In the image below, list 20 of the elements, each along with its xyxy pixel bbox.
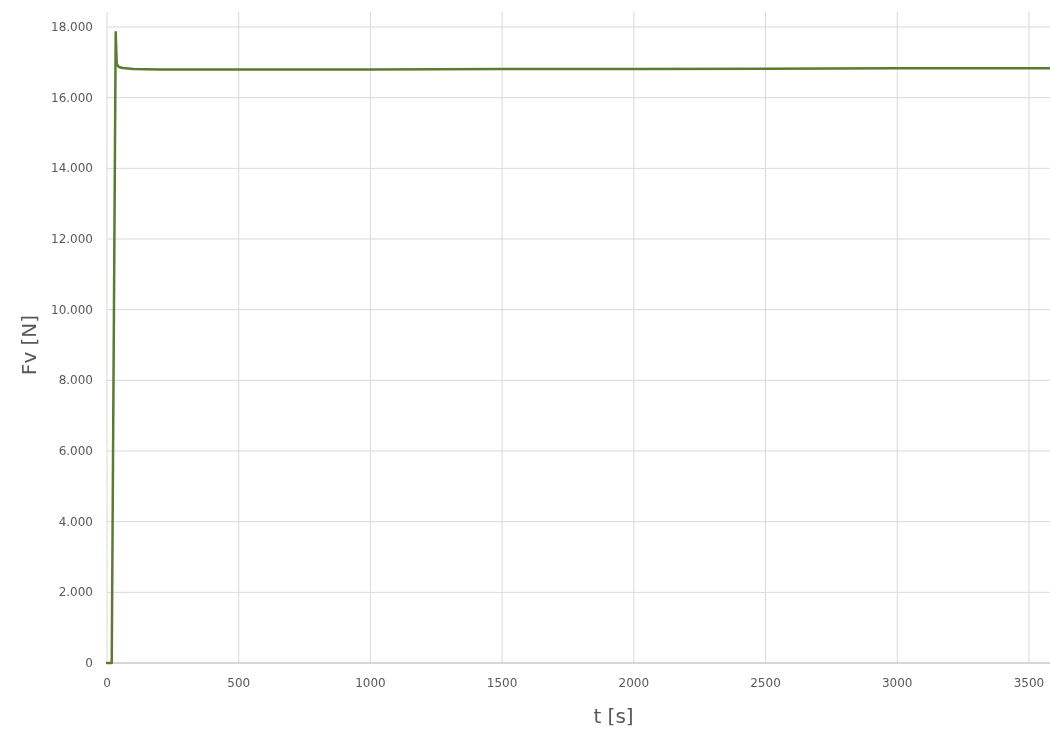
x-tick-label: 1000: [355, 676, 386, 690]
x-axis-title: t [s]: [593, 704, 634, 728]
y-tick-label: 16.000: [51, 90, 93, 105]
y-tick-label: 0: [85, 656, 93, 670]
x-tick-label: 3000: [881, 676, 913, 690]
x-tick-label: 2000: [618, 676, 650, 690]
y-tick-label: 4.000: [58, 514, 93, 529]
x-tick-label: 1500: [486, 676, 518, 690]
y-tick-label: 18.000: [51, 20, 93, 34]
y-tick-label: 12.000: [51, 232, 93, 246]
y-tick-label: 8.000: [58, 373, 93, 388]
x-tick-label: 0: [103, 676, 111, 690]
x-tick-label: 500: [227, 676, 251, 690]
y-tick-label: 6.000: [58, 444, 93, 458]
x-tick-label: 2500: [750, 676, 781, 690]
y-tick-label: 14.000: [51, 161, 93, 176]
x-tick-label: 3500: [1013, 676, 1045, 690]
y-tick-label: 2.000: [58, 585, 93, 600]
y-axis-title: Fv [N]: [17, 314, 41, 376]
y-tick-label: 10.000: [51, 302, 93, 317]
